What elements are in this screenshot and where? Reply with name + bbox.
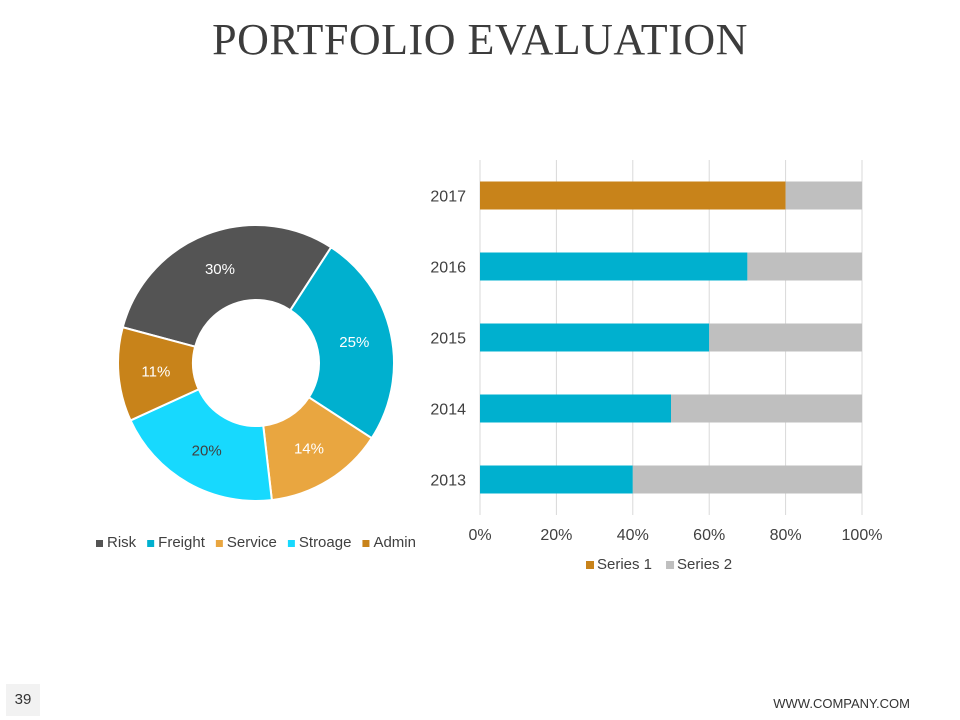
legend-label-freight: Freight <box>158 534 206 551</box>
legend-label-risk: Risk <box>107 534 137 551</box>
donut-slice-freight <box>288 245 395 440</box>
donut-chart: 30% 25% 14% 20% 11% Risk Freight Service Stroage… <box>96 224 416 551</box>
page-number: 39 <box>6 684 40 716</box>
legend-label-admin: Admin <box>373 534 416 551</box>
legend-label-service: Service <box>227 534 277 551</box>
legend-label-series-2: Series 2 <box>677 556 732 573</box>
bar-2017-series-2 <box>785 181 862 210</box>
legend-label-series-1: Series 1 <box>597 556 652 573</box>
x-tick-4: 80% <box>770 527 802 544</box>
donut-label-freight: 25% <box>339 334 369 351</box>
bar-2016-series-1 <box>480 252 748 281</box>
donut-slice-admin <box>117 326 201 422</box>
y-tick-2013: 2013 <box>430 473 466 490</box>
legend-swatch-series-2 <box>666 561 675 569</box>
footer-url: WWW.COMPANY.COM <box>773 696 910 711</box>
x-tick-3: 60% <box>693 527 725 544</box>
bar-2014-series-2 <box>671 394 862 423</box>
legend-swatch-freight <box>147 540 155 547</box>
bar-2013-series-2 <box>632 465 862 494</box>
legend-swatch-admin <box>362 540 370 547</box>
bar-2015-series-1 <box>480 323 710 352</box>
bar-2015-series-2 <box>709 323 862 352</box>
donut-slice-risk <box>121 224 333 348</box>
y-tick-2015: 2015 <box>430 331 466 348</box>
legend-label-stroage: Stroage <box>299 534 352 551</box>
donut-label-service: 14% <box>294 440 324 457</box>
bar-2016-series-2 <box>747 252 862 281</box>
donut-label-stroage: 20% <box>192 443 222 460</box>
legend-swatch-risk <box>96 540 103 547</box>
bar-2014-series-1 <box>480 394 671 423</box>
donut-label-admin: 11% <box>141 363 170 380</box>
donut-slice-stroage <box>129 387 273 502</box>
x-tick-0: 0% <box>468 527 491 544</box>
y-tick-2014: 2014 <box>430 402 466 419</box>
x-tick-1: 20% <box>540 527 572 544</box>
x-tick-2: 40% <box>617 527 649 544</box>
bar-2017-series-1 <box>480 181 786 210</box>
donut-label-risk: 30% <box>205 261 235 278</box>
y-tick-2017: 2017 <box>430 189 466 206</box>
slide-title: PORTFOLIO EVALUATION <box>212 15 748 64</box>
bar-2013-series-1 <box>480 465 633 494</box>
x-tick-5: 100% <box>842 527 883 544</box>
legend-swatch-stroage <box>287 540 295 547</box>
legend-swatch-service <box>215 540 223 547</box>
y-tick-2016: 2016 <box>430 260 466 277</box>
legend-swatch-series-1 <box>586 561 594 569</box>
